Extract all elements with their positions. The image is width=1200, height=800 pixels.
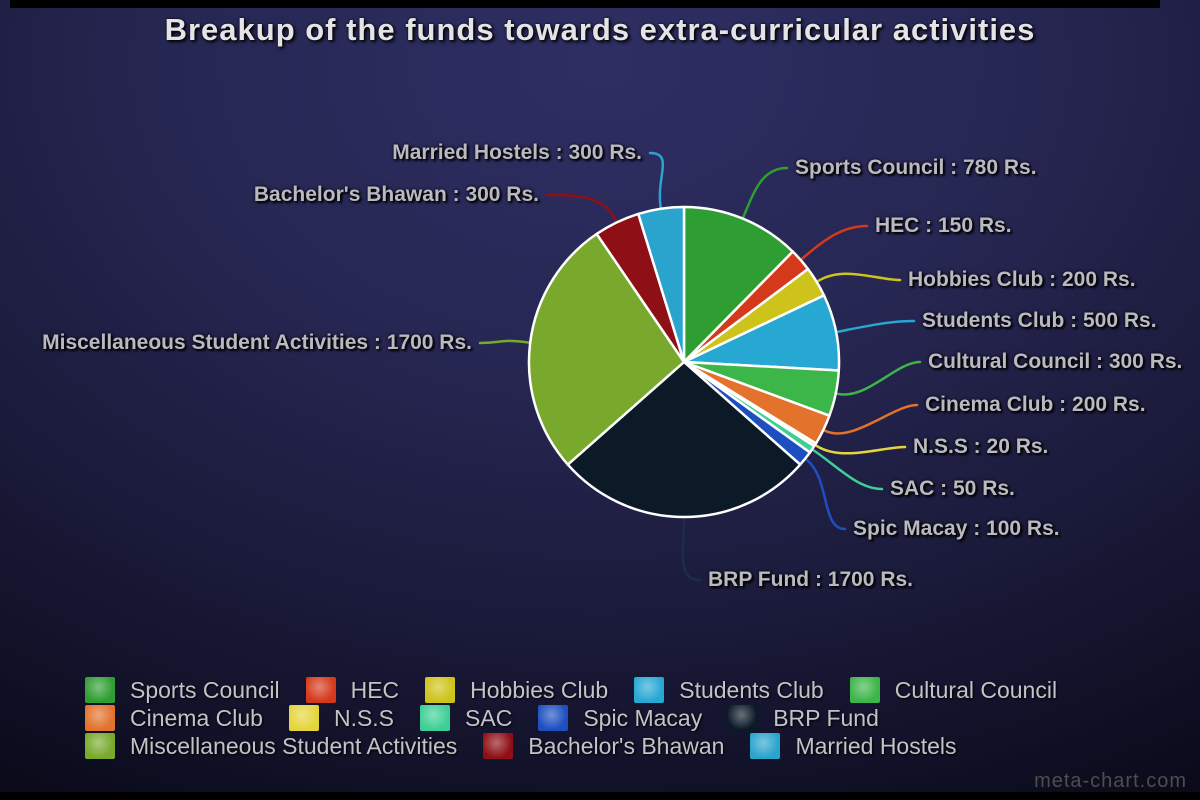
legend-item-spic-macay: Spic Macay xyxy=(538,705,702,732)
legend-item-sports-council: Sports Council xyxy=(85,677,280,704)
legend-label: Students Club xyxy=(679,676,824,703)
leader-line-spic-macay xyxy=(805,458,847,531)
pie-slice-married-hostels xyxy=(637,205,686,364)
legend-swatch-icon xyxy=(85,705,115,731)
chart-title: Breakup of the funds towards extra-curri… xyxy=(164,12,1036,47)
legend-label: Married Hostels xyxy=(795,732,957,759)
leader-line-sports-council xyxy=(742,166,789,218)
legend-swatch-icon xyxy=(728,705,759,731)
legend-row: Cinema Club N.S.S SAC Spic Macay BRP Fund xyxy=(85,704,1165,732)
slice-callout-hec: HEC : 150 Rs. xyxy=(875,214,1012,237)
leader-line-n-s-s xyxy=(815,444,907,455)
legend-swatch-icon xyxy=(425,677,456,703)
legend-item-hobbies-club: Hobbies Club xyxy=(425,677,608,704)
slice-callout-n-s-s: N.S.S : 20 Rs. xyxy=(913,435,1049,458)
legend-swatch-icon xyxy=(85,733,115,759)
leader-line-cultural-council xyxy=(836,360,922,396)
legend-item-miscellaneous-student-activities: Miscellaneous Student Activities xyxy=(85,733,457,760)
legend-swatch-icon xyxy=(634,677,665,703)
legend-label: SAC xyxy=(465,704,513,731)
legend-label: Cultural Council xyxy=(894,676,1058,703)
leader-line-miscellaneous-student-activities xyxy=(478,339,530,345)
leader-line-sac xyxy=(812,449,884,491)
legend-swatch-icon xyxy=(85,677,115,703)
pie-slice-sports-council xyxy=(682,205,795,364)
legend-label: HEC xyxy=(350,676,400,703)
leader-line-hec xyxy=(800,224,869,260)
slice-callout-spic-macay: Spic Macay : 100 Rs. xyxy=(853,517,1060,540)
slice-callout-miscellaneous-student-activities: Miscellaneous Student Activities : 1700 … xyxy=(42,331,472,354)
slice-callout-students-club: Students Club : 500 Rs. xyxy=(922,309,1157,332)
legend-swatch-icon xyxy=(420,705,451,731)
leader-line-married-hostels xyxy=(648,151,665,209)
legend-item-cultural-council: Cultural Council xyxy=(849,676,1058,704)
legend-label: Sports Council xyxy=(130,676,280,703)
leader-line-bachelor-s-bhawan xyxy=(545,193,618,222)
legend-item-n-s-s: N.S.S xyxy=(288,704,395,732)
legend-item-brp-fund: BRP Fund xyxy=(728,705,879,732)
pie-slice-brp-fund xyxy=(566,360,802,519)
legend-row: Miscellaneous Student Activities Bachelor… xyxy=(85,732,1165,760)
legend-label: Bachelor's Bhawan xyxy=(528,732,725,759)
leader-line-brp-fund xyxy=(681,517,702,582)
legend-label: BRP Fund xyxy=(773,704,879,731)
bottom-border-bar xyxy=(0,792,1200,800)
legend-item-students-club: Students Club xyxy=(634,676,824,704)
legend-item-bachelor-s-bhawan: Bachelor's Bhawan xyxy=(483,733,724,760)
legend-swatch-icon xyxy=(288,705,319,731)
legend-swatch-icon xyxy=(750,733,781,759)
top-border-bar xyxy=(10,0,1160,8)
legend-item-sac: SAC xyxy=(420,705,512,732)
slice-callout-hobbies-club: Hobbies Club : 200 Rs. xyxy=(908,268,1136,291)
legend-swatch-icon xyxy=(849,677,880,703)
leader-line-hobbies-club xyxy=(817,272,902,283)
slice-callout-sac: SAC : 50 Rs. xyxy=(890,477,1015,500)
slice-callout-bachelor-s-bhawan: Bachelor's Bhawan : 300 Rs. xyxy=(253,183,539,206)
legend-swatch-icon xyxy=(305,677,336,703)
pie-slice-miscellaneous-student-activities xyxy=(527,232,686,466)
legend-label: Spic Macay xyxy=(583,704,703,731)
slice-callout-married-hostels: Married Hostels : 300 Rs. xyxy=(392,141,642,164)
legend: Sports Council HEC Hobbies Club Students Cl… xyxy=(85,676,1165,760)
legend-item-hec: HEC xyxy=(305,676,400,704)
slice-callout-cultural-council: Cultural Council : 300 Rs. xyxy=(928,350,1183,373)
legend-label: Cinema Club xyxy=(130,704,263,731)
legend-label: N.S.S xyxy=(333,704,395,731)
slice-callout-sports-council: Sports Council : 780 Rs. xyxy=(795,156,1037,179)
leader-line-cinema-club xyxy=(823,403,919,435)
legend-item-married-hostels: Married Hostels xyxy=(750,732,957,760)
slice-callout-brp-fund: BRP Fund : 1700 Rs. xyxy=(708,568,913,591)
legend-item-cinema-club: Cinema Club xyxy=(85,705,263,732)
legend-row: Sports Council HEC Hobbies Club Students Cl… xyxy=(85,676,1165,704)
watermark: meta-chart.com xyxy=(1034,770,1187,792)
legend-swatch-icon xyxy=(483,733,514,759)
legend-swatch-icon xyxy=(538,705,569,731)
leader-line-students-club xyxy=(836,319,916,333)
legend-label: Miscellaneous Student Activities xyxy=(130,732,458,759)
legend-label: Hobbies Club xyxy=(470,676,609,703)
slice-callout-cinema-club: Cinema Club : 200 Rs. xyxy=(925,393,1146,416)
